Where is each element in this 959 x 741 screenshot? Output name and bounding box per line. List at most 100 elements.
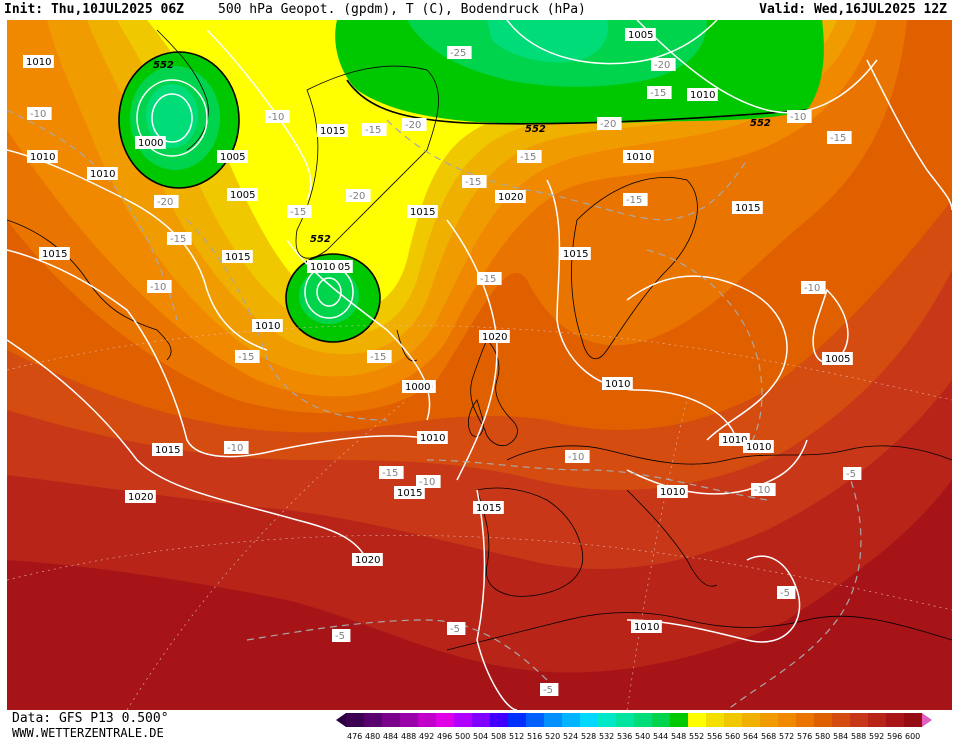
temperature-label-box: [167, 232, 192, 245]
temperature-label: -20: [157, 197, 173, 208]
temperature-label-box: [154, 195, 179, 208]
height-label: 552: [310, 234, 331, 245]
temperature-label-box: [235, 350, 260, 363]
legend-value: 480: [365, 732, 380, 741]
temperature-label-box: [265, 110, 290, 123]
height-band-544-central: [299, 268, 359, 324]
temperature-label-box: [462, 175, 487, 188]
isobar-label: 1015: [563, 249, 588, 260]
temperature-label: -5: [780, 588, 790, 599]
isotherm-minus15-north: [386, 119, 748, 221]
isobar-1000-west: [136, 79, 208, 157]
isobar-label-box: [394, 486, 425, 499]
isobar-label: 1015: [397, 488, 422, 499]
isobar-label: 1005: [628, 30, 653, 41]
legend-swatch: [904, 713, 922, 727]
temperature-label-box: [843, 467, 862, 480]
valid-time: Valid: Wed,16JUL2025 12Z: [759, 2, 947, 17]
isobar-label: 1010: [26, 57, 51, 68]
north-america-coast: [7, 219, 172, 361]
temperature-label-box: [379, 466, 404, 479]
temperature-label-box: [346, 189, 371, 202]
legend-swatch: [760, 713, 778, 727]
temperature-label: -15: [370, 352, 386, 363]
temperature-label-box: [801, 281, 826, 294]
legend-swatch: [472, 713, 490, 727]
legend-value: 500: [455, 732, 470, 741]
legend-value: 588: [851, 732, 866, 741]
isobar-label-box: [687, 88, 718, 101]
isobar-label: 1000: [138, 138, 163, 149]
isobar-label: 1010: [690, 90, 715, 101]
isobar-1010-south: [626, 555, 801, 643]
legend-swatch: [724, 713, 742, 727]
temperature-label-box: [647, 86, 672, 99]
temperature-label: -5: [450, 624, 460, 635]
isobar-label: 1010: [634, 622, 659, 633]
legend-swatch: [742, 713, 760, 727]
temperature-label: -15: [626, 195, 642, 206]
graticule: [7, 325, 952, 710]
temperature-label: -20: [654, 60, 670, 71]
temperature-label-box: [597, 117, 622, 130]
legend-value: 520: [545, 732, 560, 741]
isobar-label-box: [317, 124, 348, 137]
isobar-label: 1010: [722, 435, 747, 446]
legend-value: 492: [419, 732, 434, 741]
legend-value: 496: [437, 732, 452, 741]
legend-value: 532: [599, 732, 614, 741]
isobar-label-box: [125, 490, 156, 503]
temperature-label: -15: [238, 352, 254, 363]
meridian-west: [126, 399, 408, 710]
isobar-label-box: [822, 352, 853, 365]
isobar-label: 1020: [482, 332, 507, 343]
meridian-east: [626, 399, 688, 710]
isobar-1010-europe: [626, 275, 788, 441]
isobar-label: 1010: [90, 169, 115, 180]
legend-value: 580: [815, 732, 830, 741]
legend-swatch: [382, 713, 400, 727]
temperature-label: -5: [846, 469, 856, 480]
temperature-label-box: [651, 58, 676, 71]
legend-arrow-low: [336, 713, 346, 727]
legend-swatch: [652, 713, 670, 727]
isobar-label: 1005: [825, 354, 850, 365]
isobar-label-box: [39, 247, 70, 260]
temperature-label-box: [224, 441, 249, 454]
greenland-coast: [295, 65, 439, 259]
isobar-label: 1015: [410, 207, 435, 218]
isobar-1005-northeast: [866, 59, 952, 211]
legend-value: 512: [509, 732, 524, 741]
legend-value: 576: [797, 732, 812, 741]
legend-value: 540: [635, 732, 650, 741]
color-legend: 476 480 484 488 492 496 500 504 508 512 516 520 524 5…: [336, 713, 932, 741]
isobar-label: 1015: [320, 126, 345, 137]
baffin-coast: [156, 29, 209, 151]
temperature-label: -15: [290, 207, 306, 218]
temperature-label: -15: [830, 133, 846, 144]
isobar-label: 1020: [128, 492, 153, 503]
temperature-label-box: [332, 629, 351, 642]
legend-value: 484: [383, 732, 398, 741]
legend-swatch: [508, 713, 526, 727]
temperature-label-box: [777, 586, 796, 599]
data-source: Data: GFS P13 0.500°: [12, 711, 169, 726]
chart-header: Init: Thu,10JUL2025 06Z 500 hPa Geopot. …: [0, 0, 959, 20]
legend-value: 560: [725, 732, 740, 741]
temperature-label: -15: [365, 125, 381, 136]
temperature-label-box: [367, 350, 392, 363]
isobar-995-west: [151, 93, 193, 143]
legend-swatch: [526, 713, 544, 727]
legend-value: 568: [761, 732, 776, 741]
scandinavia-coast: [571, 177, 698, 360]
africa-coast: [446, 612, 952, 651]
isobar-label: 1005: [230, 190, 255, 201]
temperature-label: -10: [568, 452, 584, 463]
temperature-label-box: [540, 683, 559, 696]
isobar-label: 1020: [498, 192, 523, 203]
temperature-label: -15: [382, 468, 398, 479]
height-contour-552-central: [285, 253, 381, 343]
temperature-label-box: [827, 131, 852, 144]
temperature-label: -10: [419, 477, 435, 488]
temperature-label-box: [477, 272, 502, 285]
